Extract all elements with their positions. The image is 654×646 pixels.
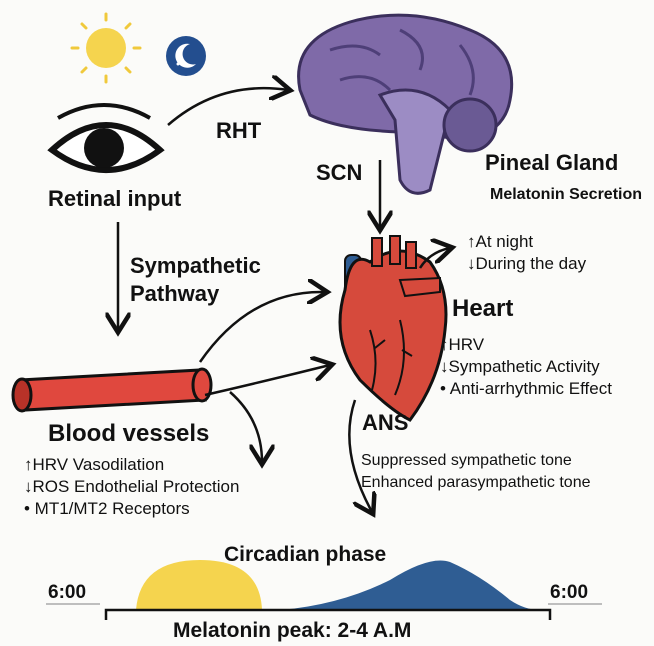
scn-label: SCN xyxy=(316,160,363,185)
circadian-phase-title: Circadian phase xyxy=(224,543,387,566)
vessel-effects: ↑HRV Vasodilation ↓ROS Endothelial Prote… xyxy=(24,454,239,520)
note-night: ↑At night xyxy=(467,232,534,251)
sympathetic-text: Sympathetic xyxy=(130,253,261,278)
day-phase-hump xyxy=(136,560,262,610)
blood-vessel-icon xyxy=(11,367,213,413)
pathway-arrows xyxy=(118,88,450,512)
timeline-axis xyxy=(104,608,552,620)
heart-icon xyxy=(338,235,448,422)
blood-vessels-label: Blood vessels xyxy=(48,420,210,447)
heart-effect: ↑HRV xyxy=(440,335,485,354)
pineal-gland-label: Pineal Gland xyxy=(485,150,619,175)
vessel-effect: ↑HRV Vasodilation xyxy=(24,455,165,474)
sun-icon xyxy=(70,12,142,84)
heart-label: Heart xyxy=(452,295,514,322)
melatonin-phase-hump xyxy=(280,560,540,610)
melatonin-peak-label: Melatonin peak: 2-4 A.M xyxy=(173,619,412,642)
rht-label: RHT xyxy=(216,118,262,143)
retinal-input-label: Retinal input xyxy=(48,186,182,211)
ans-effects: Suppressed sympathetic tone Enhanced par… xyxy=(361,450,590,494)
moon-icon xyxy=(166,36,206,76)
ans-label: ANS xyxy=(362,410,409,435)
vessel-effect: • MT1/MT2 Receptors xyxy=(24,499,190,518)
note-day: ↓During the day xyxy=(467,254,587,273)
sympathetic-pathway-label: Sympathetic Pathway xyxy=(130,252,261,308)
heart-effects: ↑HRV ↓Sympathetic Activity • Anti-arrhyt… xyxy=(440,334,612,400)
eye-icon xyxy=(47,103,165,173)
heart-effect: ↓Sympathetic Activity xyxy=(440,357,600,376)
ans-effect: Enhanced parasympathetic tone xyxy=(361,474,591,491)
secretion-notes: ↑At night ↓During the day xyxy=(467,231,586,275)
brain-icon xyxy=(297,13,514,195)
pathway-text: Pathway xyxy=(130,281,220,306)
ans-effect: Suppressed sympathetic tone xyxy=(361,452,572,469)
time-left-label: 6:00 xyxy=(48,582,87,603)
circadian-chart xyxy=(46,560,602,620)
time-right-label: 6:00 xyxy=(550,582,589,603)
melatonin-secretion-label: Melatonin Secretion xyxy=(490,186,643,203)
heart-effect: • Anti-arrhythmic Effect xyxy=(440,379,612,398)
vessel-effect: ↓ROS Endothelial Protection xyxy=(24,477,240,496)
